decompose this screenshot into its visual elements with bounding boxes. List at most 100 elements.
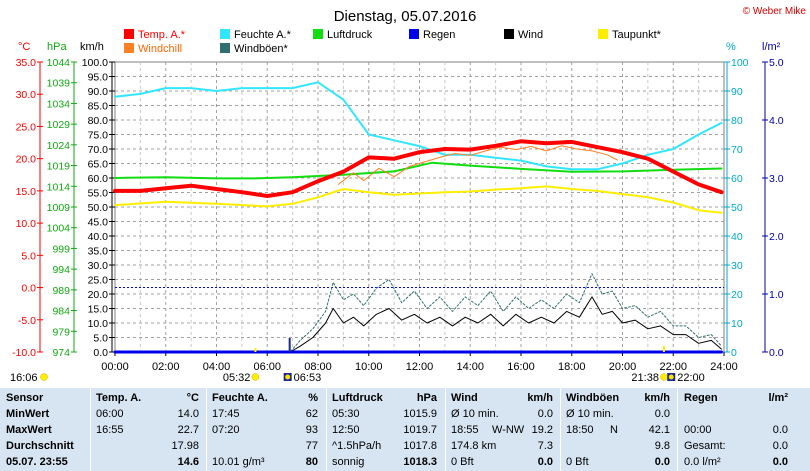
y-tick-label: 30	[731, 260, 743, 272]
series-line	[114, 296, 722, 353]
legend-label: Feuchte A.*	[234, 29, 292, 41]
y-tick-label: 90	[731, 86, 743, 98]
legend-label: Wind	[518, 29, 543, 41]
y-tick-label: 0	[731, 347, 737, 359]
gusts-row-value: 9.8	[654, 440, 670, 452]
legend-swatch	[124, 29, 134, 39]
wind-unit-label: km/h	[80, 41, 104, 53]
temp-row-info: 06:00	[96, 408, 124, 420]
axis-unit-labels: °C hPa km/h % l/m²	[18, 41, 781, 53]
gusts-row-info: Ø 10 min.	[566, 408, 614, 420]
y-tick-label: 25.0	[16, 121, 37, 133]
y-tick-label: 1024	[47, 140, 71, 152]
pressure-header: Luftdruck	[332, 392, 383, 404]
y-axes: 35.0 30.0 25.0 20.0 15.0 10.0 5.0 0.0 -5.0 -10.0 1…	[12, 57, 784, 359]
pressure-axis: 1044 1039 1034 1029 1024 1019 1014 1009 1004 999 9…	[47, 57, 77, 359]
x-tick-label: 20:00	[609, 361, 637, 373]
y-tick-label: 10.0	[16, 218, 37, 230]
humidity-row-value: 80	[305, 456, 318, 468]
y-tick-label: 40	[731, 231, 743, 243]
weather-chart: Dienstag, 05.07.2016 © Weber Mike Temp. …	[10, 6, 806, 384]
wind-header: Wind	[451, 392, 478, 404]
legend-label: Taupunkt*	[612, 29, 662, 41]
y-tick-label: 1044	[47, 57, 71, 69]
gusts-row-value: 0.0	[654, 408, 670, 420]
pressure-row-value: 1015.9	[403, 408, 437, 420]
y-tick-label: 95.0	[88, 72, 109, 84]
sunset-time-label: 21:38	[631, 372, 659, 384]
pressure-row-value: 1019.7	[403, 424, 437, 436]
legend-swatch	[124, 43, 134, 53]
y-tick-label: 1004	[47, 223, 71, 235]
x-axis: 00:00 02:00 04:00 06:00 08:00 10:00 12:00 14:00…	[101, 352, 738, 373]
y-tick-label: 974	[52, 347, 70, 359]
wind-axis: 100.0 95.0 90.0 85.0 80.0 75.0 70.0 65.0 60.0 55.…	[82, 57, 115, 359]
sun-moon-markers: 16:06 05:32 06:53 21:38 22:00	[10, 338, 705, 384]
y-tick-label: 5.0	[21, 250, 36, 262]
temp-row-value: 22.7	[177, 424, 199, 436]
pressure-unit-label: hPa	[47, 41, 67, 53]
moon-icon	[667, 373, 676, 381]
gusts-row-info: 0 Bft	[566, 456, 589, 468]
y-tick-label: 0.0	[769, 347, 784, 359]
legend-swatch	[220, 29, 230, 39]
update-time-label: 16:06	[10, 372, 38, 384]
humidity-unit: %	[308, 392, 318, 404]
sun-icon	[251, 373, 260, 381]
y-tick-label: 0.0	[93, 347, 108, 359]
gusts-row-info: 18:50	[566, 424, 594, 436]
y-tick-label: 984	[52, 306, 70, 318]
wind-row-info: Ø 10 min.	[451, 408, 499, 420]
rain-axis: 5.0 4.0 3.0 2.0 1.0 0.0	[762, 57, 784, 359]
grid-lines	[115, 62, 724, 352]
y-tick-label: 4.0	[769, 115, 784, 127]
humidity-row-info: 07:20	[212, 424, 240, 436]
y-tick-label: 0.0	[21, 283, 36, 295]
legend-item: Taupunkt*	[598, 29, 662, 41]
humidity-row-value: 77	[305, 440, 318, 452]
pressure-row-info: sonnig	[332, 456, 365, 468]
y-tick-label: 1009	[47, 202, 71, 214]
temp-unit: °C	[186, 392, 199, 404]
y-tick-label: 1019	[47, 161, 71, 173]
y-tick-label: 989	[52, 285, 70, 297]
x-tick-label: 14:00	[456, 361, 484, 373]
temp-row-value: 14.6	[177, 456, 199, 468]
sun-icon	[40, 373, 48, 381]
y-tick-label: 1029	[47, 119, 71, 131]
y-tick-label: 999	[52, 243, 70, 255]
humidity-row-info: 10.01 g/m³	[212, 456, 265, 468]
y-tick-label: 85.0	[88, 101, 109, 113]
moonset-time-label: 22:00	[677, 372, 705, 384]
rain-unit-label: l/m²	[762, 41, 781, 53]
series-line	[337, 145, 618, 185]
wind-row-info: 18:55	[451, 424, 479, 436]
rain-row-info: 00:00	[684, 424, 712, 436]
legend-label: Temp. A.*	[138, 29, 186, 41]
y-tick-label: 50	[731, 202, 743, 214]
wind-row-value: 19.2	[531, 424, 553, 436]
y-tick-label: 10.0	[88, 318, 109, 330]
sensor-row-label: Durchschnitt	[6, 440, 74, 452]
wind-row-info: 0 Bft	[451, 456, 474, 468]
pressure-row-info: 12:50	[332, 424, 360, 436]
wind-row-value: 0.0	[537, 408, 553, 420]
y-tick-label: 1.0	[769, 289, 784, 301]
x-tick-label: 06:00	[253, 361, 281, 373]
y-tick-label: 3.0	[769, 173, 784, 185]
rain-row-value: 0.0	[772, 440, 788, 452]
y-tick-label: 80	[731, 115, 743, 127]
legend-swatch	[220, 43, 230, 53]
x-tick-label: 16:00	[507, 361, 535, 373]
humidity-row-value: 93	[305, 424, 318, 436]
y-tick-label: 5.0	[93, 333, 108, 345]
sunrise-time-label: 05:32	[223, 372, 251, 384]
x-tick-label: 12:00	[406, 361, 434, 373]
chart-legend: Temp. A.* Feuchte A.* Luftdruck Regen Wind Ta…	[124, 29, 662, 55]
legend-label: Luftdruck	[327, 29, 373, 41]
rain-row-value: 0.0	[772, 424, 788, 436]
x-tick-label: 00:00	[101, 361, 129, 373]
y-tick-label: 30.0	[16, 89, 37, 101]
humidity-row-info: 17:45	[212, 408, 240, 420]
